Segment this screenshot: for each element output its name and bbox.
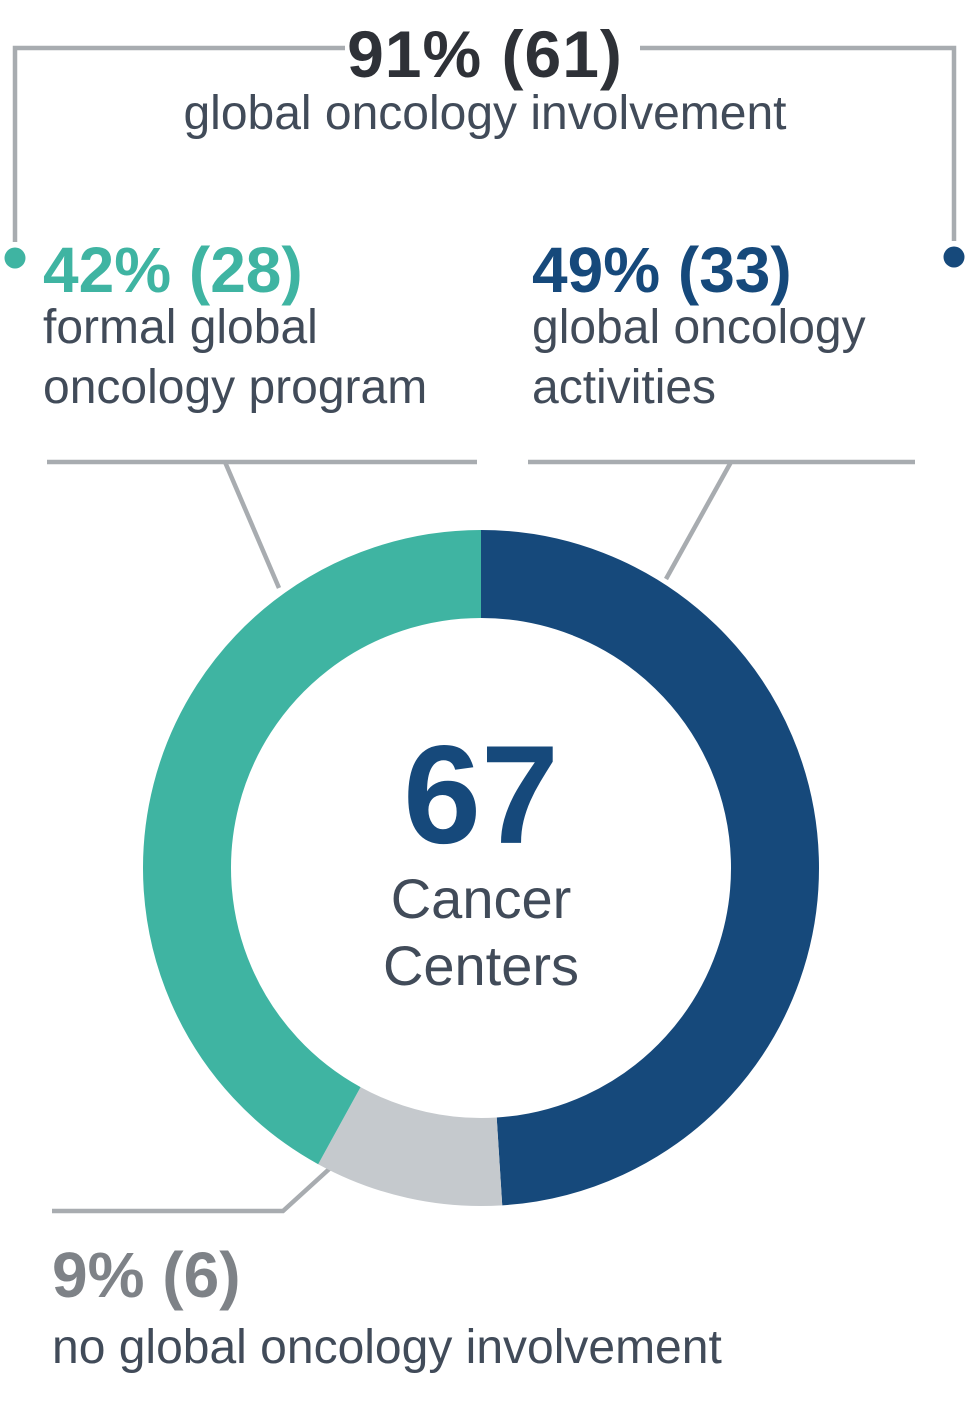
formal-program-label-line1: formal global <box>43 301 318 354</box>
total-label: global oncology involvement <box>183 87 787 140</box>
formal-program-label-line2: oncology program <box>43 361 428 414</box>
formal-program-value: 42% (28) <box>43 234 303 306</box>
center-label-line2: Centers <box>382 934 580 997</box>
left-callout-diagonal <box>222 461 282 589</box>
donut-center-text: 67 Cancer Centers <box>382 715 580 999</box>
right-callout-diagonal <box>664 460 733 581</box>
no-involvement-label: no global oncology involvement <box>52 1321 722 1374</box>
bracket-right-dot <box>943 246 965 268</box>
activities-label-line1: global oncology <box>532 301 866 354</box>
leader-lines <box>4 45 965 1214</box>
bracket-left-dot <box>4 247 26 269</box>
formal-program-label: formal global oncology program <box>43 298 427 418</box>
donut-segments <box>143 530 819 1206</box>
donut-segment-no-global-oncology-involvement <box>318 1086 503 1206</box>
activities-label: global oncology activities <box>532 298 866 418</box>
donut-segment-formal-global-oncology-program <box>143 530 482 1165</box>
center-label-line1: Cancer <box>390 866 572 930</box>
donut-segment-global-oncology-activities <box>480 530 819 1206</box>
activities-label-line2: activities <box>532 361 717 414</box>
no-involvement-value: 9% (6) <box>52 1239 241 1311</box>
bottom-callout-line <box>52 1159 340 1214</box>
center-count: 67 <box>403 715 559 873</box>
total-value: 91% (61) <box>347 17 623 91</box>
activities-value: 49% (33) <box>532 234 792 306</box>
bracket-left-line <box>12 45 345 242</box>
bracket-right-line <box>640 45 957 241</box>
